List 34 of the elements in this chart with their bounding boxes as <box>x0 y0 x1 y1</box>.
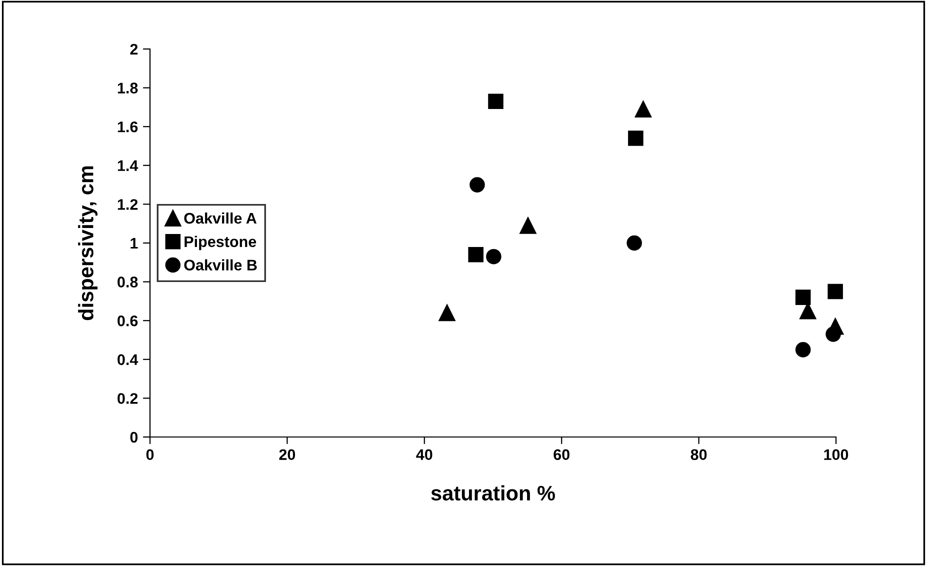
y-tick-label: 0.4 <box>118 354 138 366</box>
x-axis-title: saturation % <box>431 485 555 501</box>
y-tick-label: 0.2 <box>118 393 138 404</box>
x-tick-label: 20 <box>279 449 296 460</box>
y-tick-label: 2 <box>130 44 138 55</box>
point <box>795 290 811 305</box>
point <box>634 100 652 118</box>
x-tick-label: 60 <box>554 449 570 460</box>
y-axis-title: dispersivity, cm <box>78 166 98 320</box>
y-tick-label: 0.8 <box>118 276 138 288</box>
point <box>488 94 504 110</box>
x-tick-label: 0 <box>146 449 154 460</box>
y-tick-label: 1 <box>130 238 138 249</box>
point <box>628 130 644 146</box>
legend-label: Pipestone <box>184 236 256 250</box>
point <box>626 235 642 251</box>
point <box>470 177 485 192</box>
y-tick-label: 1.4 <box>118 160 138 171</box>
y-tick-label: 1.8 <box>118 82 138 94</box>
y-tick-label: 1.2 <box>118 199 138 210</box>
point <box>828 284 843 300</box>
legend-label: Oakville A <box>184 212 257 224</box>
legend-label: Oakville B <box>184 259 257 271</box>
point <box>520 217 536 234</box>
x-tick-label: 100 <box>824 449 848 460</box>
y-tick-label: 1.6 <box>118 121 138 132</box>
point <box>438 304 456 322</box>
point <box>468 247 484 262</box>
x-tick-label: 80 <box>690 449 707 460</box>
point <box>486 248 502 264</box>
point <box>795 342 811 358</box>
y-tick-label: 0.6 <box>118 315 138 326</box>
x-tick-label: 40 <box>416 449 432 460</box>
y-tick-label: 0 <box>130 432 138 443</box>
